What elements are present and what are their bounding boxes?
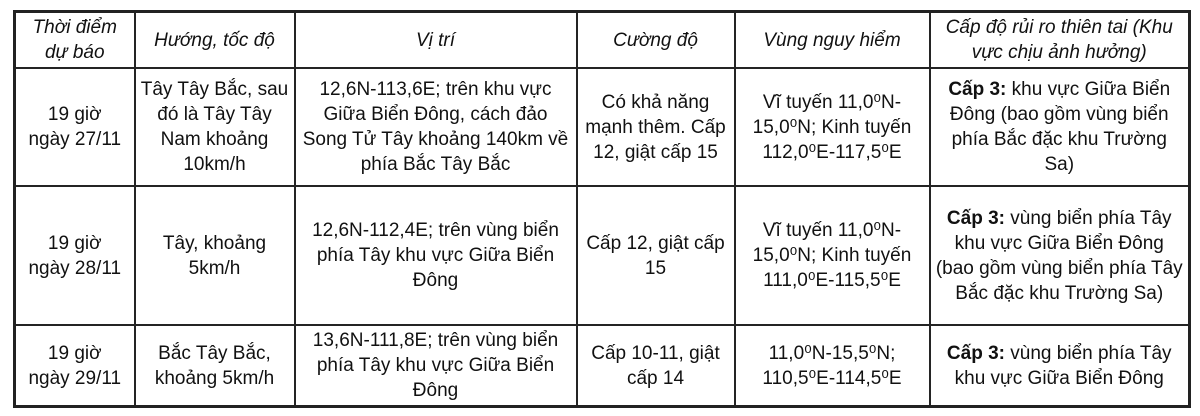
cell-direction-speed: Bắc Tây Bắc, khoảng 5km/h	[133, 324, 296, 408]
table-row: 19 giờ ngày 28/11 Tây, khoảng 5km/h 12,6…	[13, 185, 1191, 327]
cell-position: 12,6N-112,4E; trên vùng biển phía Tây kh…	[293, 185, 578, 327]
cell-danger-zone: Vĩ tuyến 11,0⁰N-15,0⁰N; Kinh tuyến 111,0…	[733, 185, 931, 327]
cell-intensity: Có khả năng mạnh thêm. Cấp 12, giật cấp …	[575, 67, 736, 188]
table-row: 19 giờ ngày 29/11 Bắc Tây Bắc, khoảng 5k…	[13, 324, 1191, 408]
risk-level-label: Cấp 3:	[946, 342, 1005, 364]
cell-risk-level: Cấp 3: vùng biển phía Tây khu vực Giữa B…	[928, 185, 1191, 327]
risk-level-text: vùng biển phía Tây khu vực Giữa Biển Đôn…	[954, 342, 1172, 389]
risk-level-text: khu vực Giữa Biển Đông (bao gồm vùng biể…	[949, 79, 1171, 176]
header-intensity: Cường độ	[575, 10, 736, 70]
cell-intensity: Cấp 12, giật cấp 15	[575, 185, 736, 327]
cell-danger-zone: Vĩ tuyến 11,0⁰N-15,0⁰N; Kinh tuyến 112,0…	[733, 67, 931, 188]
cell-risk-level: Cấp 3: vùng biển phía Tây khu vực Giữa B…	[928, 324, 1191, 408]
header-forecast-time: Thời điểm dự báo	[13, 10, 136, 70]
risk-level-text: vùng biển phía Tây khu vực Giữa Biển Đôn…	[935, 207, 1183, 304]
table-header-row: Thời điểm dự báo Hướng, tốc độ Vị trí Cư…	[13, 10, 1191, 70]
cell-forecast-time: 19 giờ ngày 28/11	[13, 185, 136, 327]
risk-level-label: Cấp 3:	[948, 79, 1007, 100]
header-position: Vị trí	[293, 10, 578, 70]
cell-position: 13,6N-111,8E; trên vùng biển phía Tây kh…	[293, 324, 578, 408]
cell-danger-zone: 11,0⁰N-15,5⁰N; 110,5⁰E-114,5⁰E	[733, 324, 931, 408]
cell-intensity: Cấp 10-11, giật cấp 14	[575, 324, 736, 408]
risk-level-label: Cấp 3:	[946, 207, 1005, 229]
cell-risk-level: Cấp 3: khu vực Giữa Biển Đông (bao gồm v…	[928, 67, 1191, 188]
header-risk-level: Cấp độ rủi ro thiên tai (Khu vực chịu ản…	[928, 10, 1191, 70]
cell-direction-speed: Tây, khoảng 5km/h	[133, 185, 296, 327]
cell-direction-speed: Tây Tây Bắc, sau đó là Tây Tây Nam khoản…	[133, 67, 296, 188]
header-danger-zone: Vùng nguy hiểm	[733, 10, 931, 70]
cell-forecast-time: 19 giờ ngày 27/11	[13, 67, 136, 188]
header-direction-speed: Hướng, tốc độ	[133, 10, 296, 70]
storm-forecast-table: Thời điểm dự báo Hướng, tốc độ Vị trí Cư…	[13, 10, 1191, 409]
table-row: 19 giờ ngày 27/11 Tây Tây Bắc, sau đó là…	[13, 67, 1191, 188]
cell-forecast-time: 19 giờ ngày 29/11	[13, 324, 136, 408]
cell-position: 12,6N-113,6E; trên khu vực Giữa Biển Đôn…	[293, 67, 578, 188]
